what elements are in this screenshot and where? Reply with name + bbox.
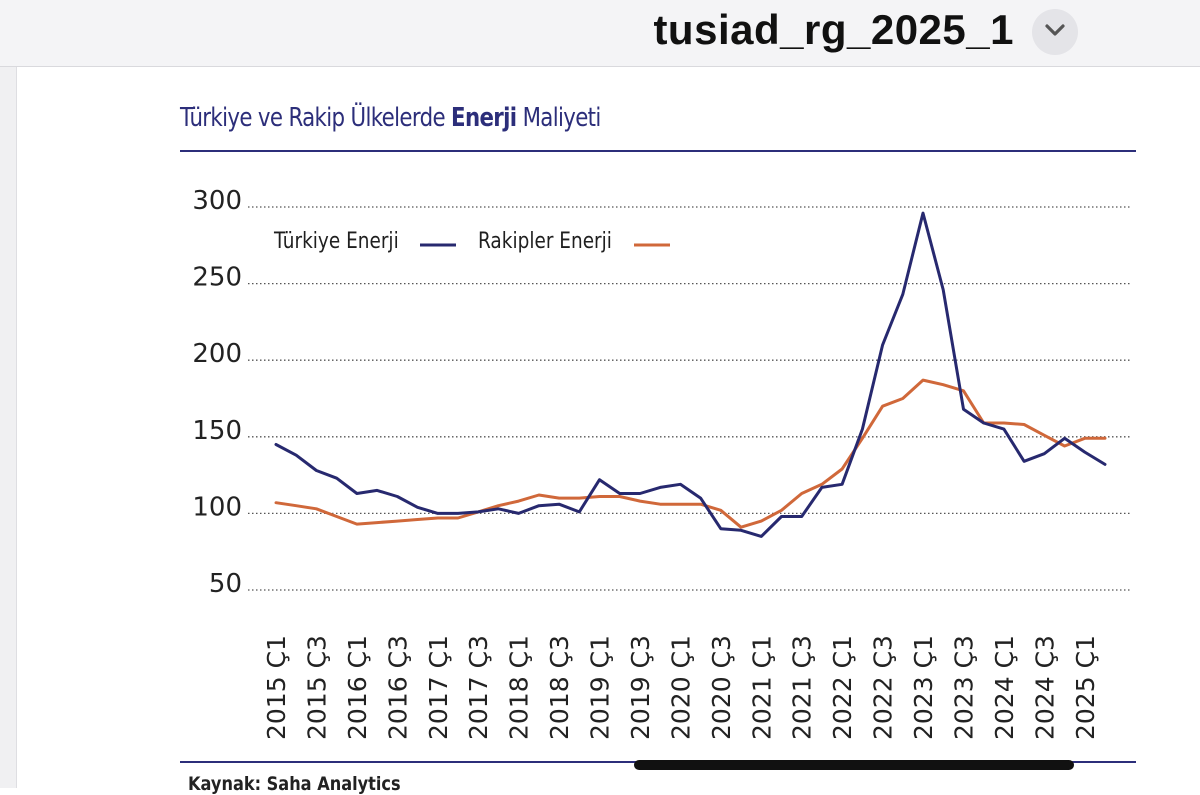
legend-label-rakipler: Rakipler Enerji (478, 229, 612, 254)
chevron-down-icon (1045, 24, 1065, 36)
x-tick-label: 2021 Ç3 (788, 635, 817, 740)
document-title: tusiad_rg_2025_1 (653, 6, 1014, 53)
y-tick-label-50: 50 (209, 569, 242, 599)
x-tick-label: 2018 Ç1 (505, 635, 534, 740)
x-tick-label: 2016 Ç1 (343, 635, 372, 740)
x-tick-label: 2017 Ç3 (464, 635, 493, 740)
x-tick-label: 2017 Ç1 (424, 635, 453, 740)
page-gutter (0, 67, 17, 788)
series-line-rakipler (274, 378, 1107, 529)
x-tick-label: 2023 Ç1 (909, 635, 938, 740)
y-tick-label-150: 150 (192, 416, 242, 446)
y-tick-label-200: 200 (192, 339, 242, 369)
chart-title: Türkiye ve Rakip Ülkelerde Enerji Maliye… (180, 103, 601, 133)
x-tick-label: 2018 Ç3 (545, 635, 574, 740)
x-tick-label: 2020 Ç1 (666, 635, 695, 740)
source-note: Kaynak: Saha Analytics (188, 773, 401, 795)
x-tick-label: 2016 Ç3 (383, 635, 412, 740)
top-bar: tusiad_rg_2025_1 (0, 0, 1200, 67)
x-tick-label: 2022 Ç3 (869, 635, 898, 740)
y-tick-label-250: 250 (192, 263, 242, 293)
x-tick-label: 2020 Ç3 (707, 635, 736, 740)
x-tick-label: 2023 Ç3 (949, 635, 978, 740)
series-line-turkiye (274, 211, 1107, 538)
x-tick-label: 2015 Ç3 (302, 635, 331, 740)
title-menu-button[interactable] (1032, 9, 1078, 55)
legend-label-turkiye: Türkiye Enerji (274, 229, 399, 254)
y-tick-label-300: 300 (192, 186, 242, 216)
x-tick-label: 2019 Ç1 (586, 635, 615, 740)
x-tick-label: 2025 Ç1 (1071, 635, 1100, 740)
scroll-indicator[interactable] (634, 760, 1074, 770)
x-tick-label: 2022 Ç1 (828, 635, 857, 740)
x-tick-label: 2019 Ç3 (626, 635, 655, 740)
x-tick-label: 2024 Ç3 (1030, 635, 1059, 740)
title-rule (180, 150, 1136, 152)
x-tick-label: 2015 Ç1 (262, 635, 291, 740)
x-tick-label: 2021 Ç1 (747, 635, 776, 740)
y-tick-label-100: 100 (192, 492, 242, 522)
x-tick-label: 2024 Ç1 (990, 635, 1019, 740)
